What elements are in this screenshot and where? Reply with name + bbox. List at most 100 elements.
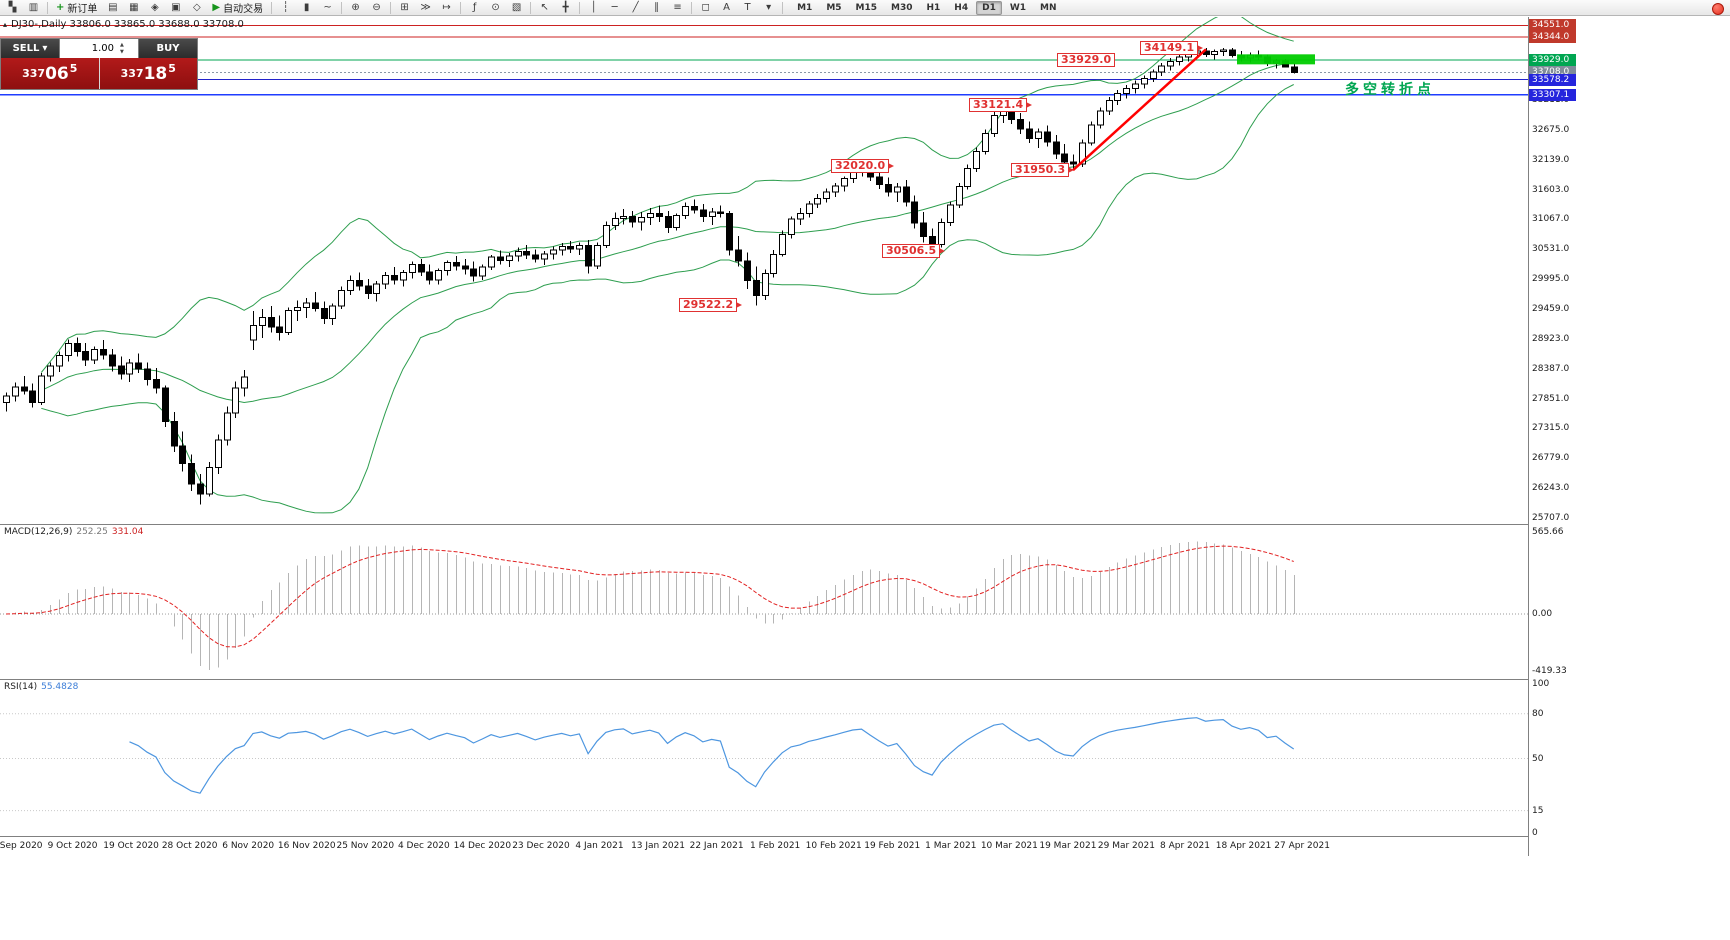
- price-scale[interactable]: 33211.032675.032139.031603.031067.030531…: [1528, 17, 1576, 856]
- macd-name: MACD(12,26,9): [4, 527, 73, 537]
- timeframe-button-h1[interactable]: H1: [926, 2, 941, 13]
- periods-icon[interactable]: ⊙: [491, 2, 500, 13]
- navigator-icon[interactable]: ◈: [151, 2, 159, 13]
- timeframe-button-w1[interactable]: W1: [1009, 2, 1027, 13]
- sell-price-button[interactable]: 337 06 5: [1, 58, 100, 89]
- fibonacci-icon[interactable]: ≡: [673, 2, 682, 13]
- candlestick-chart-icon[interactable]: ▮: [303, 2, 310, 13]
- symbol-period: DJ30-,Daily: [11, 19, 67, 30]
- lot-decrease-button[interactable]: ▼: [120, 48, 124, 55]
- scale-label: 31603.0: [1532, 184, 1570, 195]
- chart-note-text[interactable]: 多空转折点: [1345, 82, 1435, 98]
- macd-histogram: [15, 541, 1295, 670]
- rsi-panel-canvas[interactable]: [0, 679, 1528, 836]
- timeframe-button-d1[interactable]: D1: [976, 0, 1002, 15]
- panel-separator[interactable]: [0, 679, 1575, 680]
- time-axis-label: 28 Oct 2020: [161, 841, 218, 851]
- rsi-value: 55.4828: [41, 682, 79, 692]
- crosshair-icon[interactable]: ╋: [562, 2, 569, 13]
- trend-line[interactable]: [1072, 48, 1207, 172]
- price-annotation[interactable]: 30506.5: [882, 244, 946, 258]
- rsi-indicator-label: RSI(14) 55.4828: [4, 682, 78, 692]
- time-axis-label: 6 Nov 2020: [222, 841, 275, 851]
- label-icon[interactable]: T: [744, 2, 751, 13]
- rsi-name: RSI(14): [4, 682, 38, 692]
- time-axis-label: 23 Dec 2020: [512, 841, 570, 851]
- timeframe-button-m15[interactable]: M15: [855, 2, 878, 13]
- scale-label: 100: [1532, 679, 1550, 689]
- price-annotation[interactable]: 32020.0: [831, 159, 895, 173]
- time-axis-label: 19 Mar 2021: [1039, 841, 1097, 851]
- time-axis-label: 25 Nov 2020: [336, 841, 395, 851]
- bollinger-band-line[interactable]: [40, 17, 1294, 373]
- zoom-in-icon[interactable]: ⊕: [351, 2, 360, 13]
- timeframe-button-m30[interactable]: M30: [891, 2, 913, 13]
- lot-size-input[interactable]: [60, 40, 116, 57]
- new-chart-icon[interactable]: ▚: [8, 2, 17, 13]
- channel-icon[interactable]: ∥: [654, 2, 660, 13]
- vertical-line-icon[interactable]: │: [590, 2, 597, 13]
- price-annotation[interactable]: 33121.4: [969, 98, 1033, 112]
- price-chart-canvas[interactable]: [0, 17, 1528, 524]
- text-icon[interactable]: A: [723, 2, 731, 13]
- data-window-icon[interactable]: ▦: [129, 2, 139, 13]
- macd-panel-canvas[interactable]: [0, 524, 1528, 679]
- timeframe-button-m5[interactable]: M5: [826, 2, 842, 13]
- sell-button[interactable]: SELL ▾: [1, 39, 59, 58]
- trendline-icon[interactable]: ╱: [632, 2, 639, 13]
- terminal-icon[interactable]: ▣: [171, 2, 181, 13]
- horizontal-line-icon[interactable]: ─: [611, 2, 618, 13]
- arrow-tools-icon[interactable]: ▾: [766, 2, 772, 13]
- scale-label: 0: [1532, 828, 1538, 838]
- auto-scroll-icon[interactable]: ≫: [420, 2, 431, 13]
- toolbar-separator: [460, 1, 462, 14]
- time-axis-label: 16 Nov 2020: [277, 841, 336, 851]
- chart-profiles-icon[interactable]: ▥: [28, 2, 39, 13]
- price-annotation[interactable]: 31950.3: [1011, 163, 1075, 177]
- shapes-icon[interactable]: ◻: [701, 2, 710, 13]
- indicators-icon[interactable]: ƒ: [472, 2, 477, 13]
- one-click-collapse-icon[interactable]: ▴: [3, 20, 8, 29]
- timeframe-button-h4[interactable]: H4: [954, 2, 969, 13]
- cursor-icon[interactable]: ↖: [540, 2, 549, 13]
- strategy-tester-icon[interactable]: ◇: [193, 2, 201, 13]
- scale-label: 15: [1532, 805, 1544, 816]
- time-axis-label: 4 Jan 2021: [575, 841, 624, 851]
- toolbar-separator: [530, 1, 532, 14]
- buy-price-button[interactable]: 337 18 5: [99, 58, 197, 89]
- price-annotation[interactable]: 34149.1: [1140, 41, 1204, 55]
- templates-icon[interactable]: ▧: [511, 2, 522, 13]
- timeframe-button-m1[interactable]: M1: [797, 2, 813, 13]
- chart-shift-icon[interactable]: ↦: [442, 2, 451, 13]
- sell-dropdown-icon: ▾: [42, 43, 48, 54]
- toolbar-separator: [390, 1, 392, 14]
- bar-chart-icon[interactable]: ┆: [282, 2, 289, 13]
- candles: [3, 47, 1298, 505]
- panel-separator[interactable]: [0, 524, 1575, 525]
- record-indicator-icon: [1712, 3, 1724, 15]
- new-order-button[interactable]: + 新订单: [56, 2, 98, 15]
- scale-label: 28387.0: [1532, 363, 1570, 374]
- time-axis-label: 9 Oct 2020: [47, 841, 98, 851]
- bollinger-band-line[interactable]: [41, 84, 1294, 514]
- macd-signal-line: [5, 545, 1294, 648]
- highlight-rectangle[interactable]: [1237, 54, 1315, 65]
- macd-main-value: 252.25: [76, 527, 108, 537]
- time-axis-label: 10 Feb 2021: [805, 841, 862, 851]
- line-chart-icon[interactable]: ~: [323, 2, 332, 13]
- lot-increase-button[interactable]: ▲: [120, 41, 124, 48]
- buy-button[interactable]: BUY: [139, 39, 197, 58]
- ohlc-low: 33688.0: [158, 19, 200, 30]
- autotrading-button[interactable]: ▶ 自动交易: [212, 2, 264, 15]
- timeframe-button-mn[interactable]: MN: [1040, 2, 1057, 13]
- time-axis-label: 14 Dec 2020: [453, 841, 512, 851]
- tile-windows-icon[interactable]: ⊞: [400, 2, 409, 13]
- price-annotation[interactable]: 29522.2: [679, 298, 743, 312]
- market-watch-icon[interactable]: ▤: [108, 2, 118, 13]
- price-scale-box: 34344.0: [1529, 30, 1576, 43]
- bollinger-band-line[interactable]: [41, 62, 1294, 404]
- zoom-out-icon[interactable]: ⊖: [372, 2, 381, 13]
- price-annotation[interactable]: 33929.0: [1057, 53, 1116, 67]
